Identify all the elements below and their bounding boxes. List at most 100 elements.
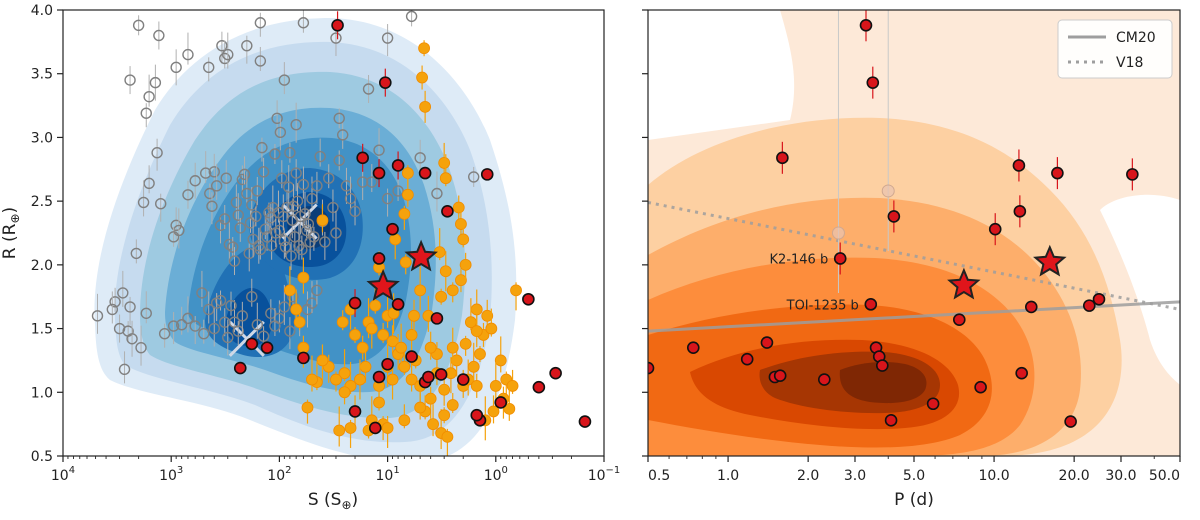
gray-point <box>113 322 126 335</box>
orange-point <box>446 341 459 354</box>
y-tick-label: 3.0 <box>31 130 53 146</box>
gray-point <box>278 301 291 313</box>
gray-point <box>155 197 167 210</box>
legend: CM20 V18 <box>1057 19 1173 79</box>
gray-point <box>182 312 194 325</box>
gray-point <box>140 107 152 119</box>
x-tick-label: 102 <box>267 465 291 484</box>
gray-point <box>241 39 253 52</box>
x-tick-label: 100 <box>484 465 508 484</box>
orange-point <box>401 188 414 201</box>
orange-point <box>470 303 483 316</box>
red-point <box>817 373 831 386</box>
gray-point <box>257 166 270 178</box>
faint-point <box>881 184 895 198</box>
gray-point <box>259 223 271 235</box>
gray-point <box>366 176 378 188</box>
gray-point <box>246 291 258 303</box>
left-axes-frame <box>62 9 605 457</box>
red-point <box>1126 168 1139 181</box>
y-tick-label: 1.0 <box>31 385 53 401</box>
gray-point <box>333 154 345 167</box>
gray-point <box>381 32 394 44</box>
planet-annotation: TOI-1235 b <box>786 298 859 313</box>
gray-point <box>124 301 136 313</box>
gray-point <box>349 205 361 218</box>
orange-point <box>283 284 296 297</box>
red-point <box>773 369 787 383</box>
orange-point <box>405 329 418 341</box>
gray-point <box>222 48 234 61</box>
gray-point <box>210 180 223 192</box>
red-point <box>859 18 873 32</box>
right-annotations: K2-146 b TOI-1235 b <box>770 252 859 313</box>
gray-point <box>106 303 119 316</box>
gray-point <box>151 147 163 159</box>
gray-point <box>232 209 244 221</box>
x-tick-label: 20.0 <box>1059 468 1090 484</box>
orange-point <box>306 373 318 386</box>
orange-point <box>438 157 451 169</box>
gray-point <box>269 148 281 160</box>
orange-point <box>457 233 470 246</box>
red-point <box>356 151 369 165</box>
gray-point <box>230 196 243 209</box>
red-point <box>372 370 386 384</box>
red-point <box>578 415 592 428</box>
gray-point <box>254 55 267 67</box>
x-tick-label: 3.0 <box>844 468 866 484</box>
gray-point <box>311 284 323 297</box>
orange-point <box>414 401 427 414</box>
gray-point <box>175 319 188 331</box>
red-point <box>988 222 1002 236</box>
gray-point <box>392 185 404 197</box>
left-x-ticks: 104 103 102 101 100 10−1 <box>51 456 620 484</box>
gray-point <box>208 322 220 335</box>
orange-point <box>467 360 480 373</box>
gray-point <box>143 90 155 103</box>
gray-point <box>302 218 315 230</box>
orange-point <box>446 284 459 297</box>
red-point <box>887 210 901 223</box>
gray-point <box>276 172 288 184</box>
red-point <box>1051 166 1064 180</box>
gray-point <box>153 29 165 42</box>
red-point <box>494 396 508 409</box>
red-point <box>470 408 484 422</box>
red-point <box>1082 299 1096 312</box>
red-point <box>926 397 940 411</box>
orange-point <box>349 329 361 341</box>
left-x-axis-label: S (S⊕) <box>308 490 358 512</box>
red-point <box>740 352 754 366</box>
x-tick-label: 103 <box>159 465 183 484</box>
orange-point <box>435 290 448 303</box>
orange-point <box>487 405 500 418</box>
orange-point <box>373 396 385 409</box>
left-points <box>91 10 592 456</box>
gray-point <box>296 243 308 256</box>
gray-point <box>414 152 426 164</box>
orange-point <box>510 284 522 297</box>
red-point <box>549 366 562 380</box>
gray-point <box>208 166 220 178</box>
red-point <box>372 166 386 180</box>
gray-point <box>254 17 267 29</box>
red-point <box>391 298 405 311</box>
gray-point <box>140 307 152 319</box>
gray-point <box>319 236 331 248</box>
gray-point <box>232 325 244 337</box>
gray-point <box>340 180 353 192</box>
gray-point <box>170 61 182 74</box>
x-tick-label: 30.0 <box>1105 468 1136 484</box>
orange-point <box>470 325 483 338</box>
gray-point <box>167 231 180 243</box>
orange-point <box>503 402 516 415</box>
red-point <box>348 405 362 418</box>
gray-point <box>130 247 143 260</box>
orange-point <box>424 392 437 405</box>
gray-point <box>199 167 212 179</box>
gray-point <box>223 238 236 251</box>
right-panel: K2-146 b TOI-1235 b 0.5 1.0 2.0 3.0 5.0 10.0 20… <box>642 9 1181 510</box>
gray-point <box>143 177 155 190</box>
red-point <box>405 350 418 363</box>
